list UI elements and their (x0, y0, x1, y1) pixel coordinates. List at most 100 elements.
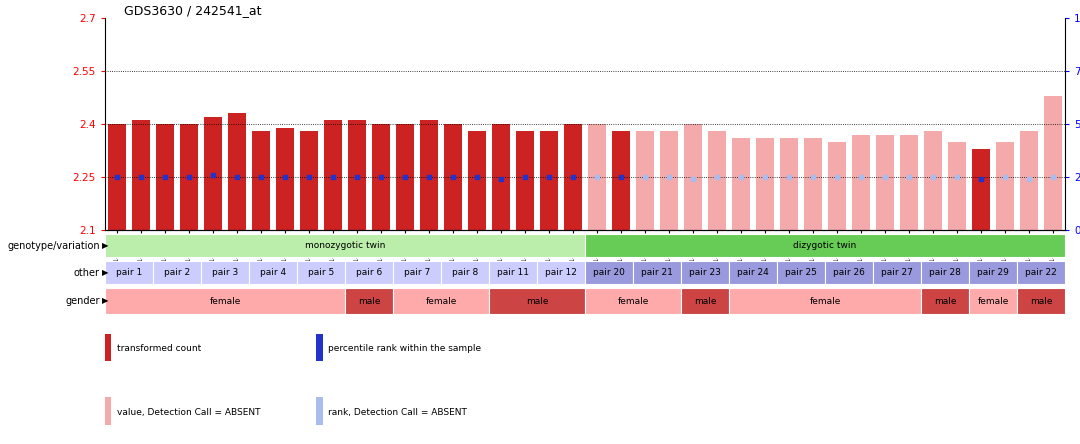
Bar (180, 124, 198, 230)
Bar (345, 261, 393, 284)
Text: genotype/variation: genotype/variation (8, 241, 100, 250)
Text: female: female (977, 297, 1009, 305)
Text: female: female (210, 297, 241, 305)
Bar (156, 124, 174, 230)
Bar (924, 131, 942, 230)
Bar (316, 397, 323, 425)
Bar (132, 120, 150, 230)
Bar (585, 234, 1065, 257)
Bar (732, 138, 750, 230)
Bar (393, 261, 441, 284)
Text: dizygotic twin: dizygotic twin (794, 241, 856, 250)
Bar (564, 124, 582, 230)
Text: pair 28: pair 28 (929, 268, 961, 277)
Text: pair 1: pair 1 (116, 268, 143, 277)
Bar (585, 289, 681, 313)
Bar (348, 120, 366, 230)
Bar (729, 261, 777, 284)
Bar (684, 124, 702, 230)
Text: pair 2: pair 2 (164, 268, 190, 277)
Bar (708, 131, 726, 230)
Bar (969, 289, 1017, 313)
Bar (1044, 96, 1062, 230)
Bar (777, 261, 825, 284)
Text: rank, Detection Call = ABSENT: rank, Detection Call = ABSENT (328, 408, 467, 417)
Bar (276, 127, 294, 230)
Text: pair 21: pair 21 (642, 268, 673, 277)
Text: transformed count: transformed count (117, 344, 201, 353)
Bar (585, 261, 633, 284)
Text: pair 26: pair 26 (833, 268, 865, 277)
Bar (108, 124, 126, 230)
Text: pair 11: pair 11 (497, 268, 529, 277)
Text: pair 7: pair 7 (404, 268, 430, 277)
Bar (900, 135, 918, 230)
Bar (105, 397, 111, 425)
Bar (153, 261, 201, 284)
Bar (420, 120, 438, 230)
Bar (393, 289, 489, 313)
Text: value, Detection Call = ABSENT: value, Detection Call = ABSENT (117, 408, 260, 417)
Bar (681, 261, 729, 284)
Bar (1020, 131, 1038, 230)
Bar (316, 333, 323, 361)
Bar (105, 333, 111, 361)
Text: pair 20: pair 20 (593, 268, 625, 277)
Bar (804, 138, 822, 230)
Bar (372, 124, 390, 230)
Bar (489, 261, 537, 284)
Bar (636, 131, 654, 230)
Bar (873, 261, 921, 284)
Bar (972, 149, 990, 230)
Bar (825, 261, 873, 284)
Bar (612, 131, 630, 230)
Text: female: female (426, 297, 457, 305)
Text: ▶: ▶ (102, 268, 108, 277)
Text: ▶: ▶ (102, 297, 108, 305)
Bar (516, 131, 534, 230)
Bar (105, 234, 585, 257)
Text: pair 23: pair 23 (689, 268, 721, 277)
Bar (441, 261, 489, 284)
Bar (948, 142, 966, 230)
Bar (1017, 261, 1065, 284)
Text: pair 3: pair 3 (212, 268, 238, 277)
Bar (396, 124, 414, 230)
Bar (1017, 289, 1065, 313)
Text: pair 24: pair 24 (738, 268, 769, 277)
Text: gender: gender (66, 296, 100, 306)
Text: pair 12: pair 12 (545, 268, 577, 277)
Bar (105, 289, 345, 313)
Bar (921, 289, 969, 313)
Bar (297, 261, 345, 284)
Text: pair 29: pair 29 (977, 268, 1009, 277)
Bar (324, 120, 342, 230)
Bar (204, 117, 222, 230)
Text: pair 6: pair 6 (356, 268, 382, 277)
Text: pair 4: pair 4 (260, 268, 286, 277)
Bar (588, 124, 606, 230)
Text: pair 22: pair 22 (1025, 268, 1057, 277)
Text: GDS3630 / 242541_at: GDS3630 / 242541_at (124, 4, 261, 17)
Text: percentile rank within the sample: percentile rank within the sample (328, 344, 481, 353)
Text: pair 8: pair 8 (451, 268, 478, 277)
Bar (633, 261, 681, 284)
Bar (756, 138, 774, 230)
Bar (300, 131, 318, 230)
Text: ▶: ▶ (102, 241, 108, 250)
Bar (252, 131, 270, 230)
Bar (876, 135, 894, 230)
Bar (540, 131, 558, 230)
Bar (660, 131, 678, 230)
Bar (468, 131, 486, 230)
Bar (228, 113, 246, 230)
Text: male: male (693, 297, 716, 305)
Bar (492, 124, 510, 230)
Text: monozygotic twin: monozygotic twin (305, 241, 386, 250)
Text: male: male (357, 297, 380, 305)
Bar (201, 261, 249, 284)
Text: pair 5: pair 5 (308, 268, 334, 277)
Text: pair 27: pair 27 (881, 268, 913, 277)
Bar (969, 261, 1017, 284)
Bar (444, 124, 462, 230)
